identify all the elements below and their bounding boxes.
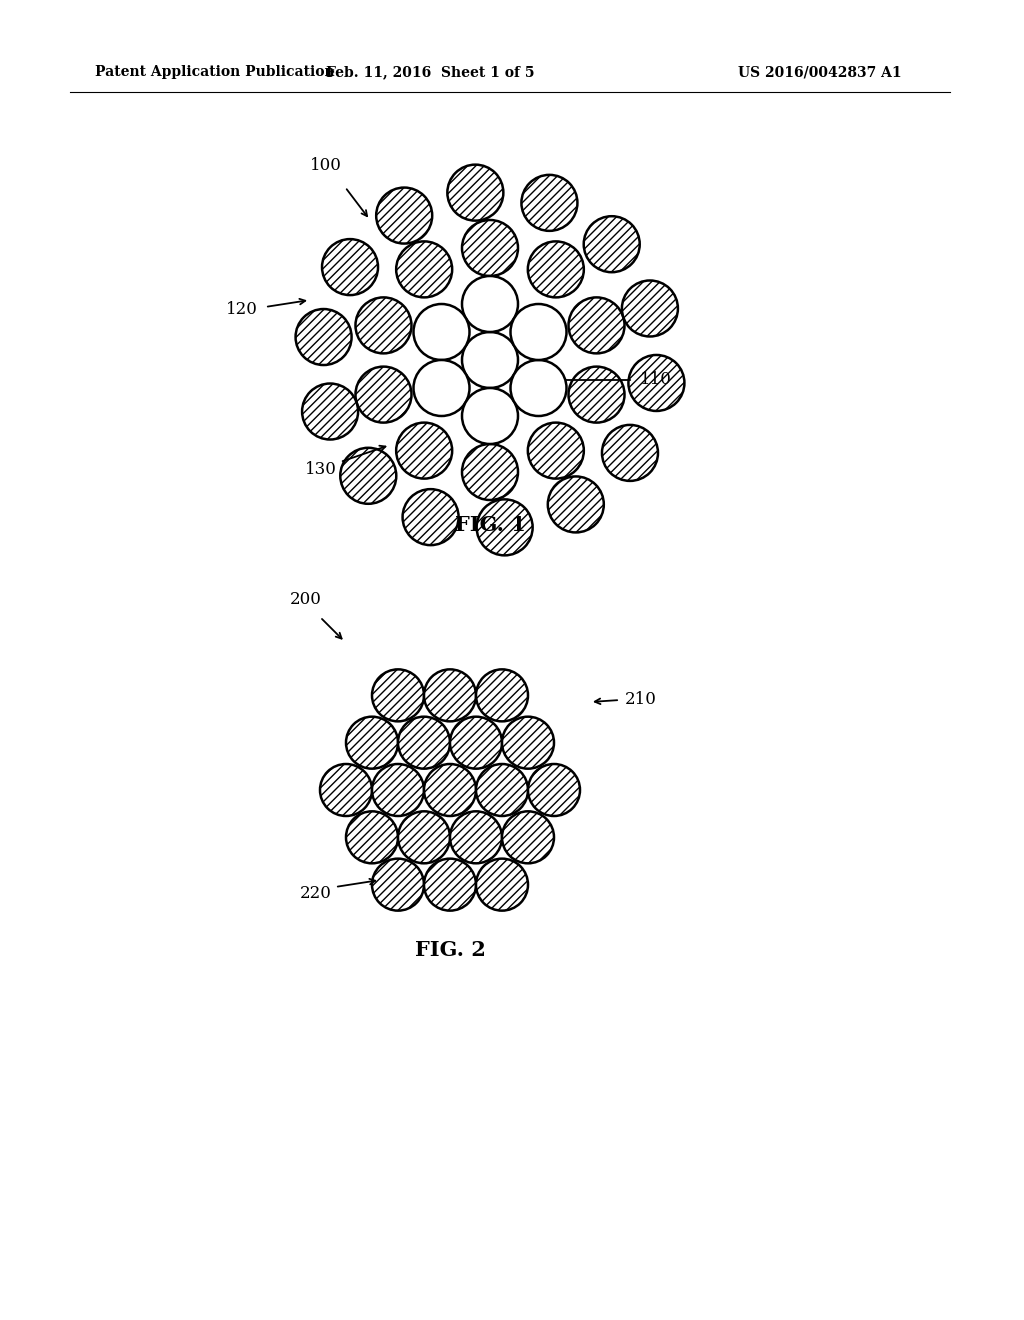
Text: 210: 210	[625, 692, 656, 709]
Circle shape	[462, 333, 518, 388]
Circle shape	[462, 276, 518, 333]
Text: FIG. 2: FIG. 2	[415, 940, 485, 960]
Circle shape	[450, 812, 502, 863]
Circle shape	[302, 384, 358, 440]
Text: 100: 100	[310, 157, 342, 173]
Circle shape	[355, 297, 412, 354]
Circle shape	[476, 858, 528, 911]
Circle shape	[511, 360, 566, 416]
Circle shape	[396, 422, 453, 479]
Circle shape	[584, 216, 640, 272]
Circle shape	[602, 425, 658, 480]
Circle shape	[447, 165, 504, 220]
Circle shape	[511, 304, 566, 360]
Text: Feb. 11, 2016  Sheet 1 of 5: Feb. 11, 2016 Sheet 1 of 5	[326, 65, 535, 79]
Circle shape	[376, 187, 432, 244]
Circle shape	[521, 174, 578, 231]
Text: 120: 120	[226, 301, 258, 318]
Circle shape	[462, 444, 518, 500]
Circle shape	[476, 764, 528, 816]
Text: 200: 200	[290, 591, 322, 609]
Circle shape	[424, 669, 476, 721]
Circle shape	[450, 717, 502, 768]
Text: Patent Application Publication: Patent Application Publication	[95, 65, 335, 79]
Circle shape	[527, 422, 584, 479]
Circle shape	[414, 304, 469, 360]
Circle shape	[424, 764, 476, 816]
Circle shape	[322, 239, 378, 296]
Circle shape	[396, 242, 453, 297]
Text: 220: 220	[300, 884, 332, 902]
Circle shape	[346, 717, 398, 768]
Circle shape	[355, 367, 412, 422]
Circle shape	[346, 812, 398, 863]
Circle shape	[296, 309, 351, 366]
Circle shape	[372, 669, 424, 721]
Circle shape	[528, 764, 580, 816]
Circle shape	[398, 812, 450, 863]
Circle shape	[568, 367, 625, 422]
Circle shape	[398, 717, 450, 768]
Text: 110: 110	[640, 371, 672, 388]
Circle shape	[622, 280, 678, 337]
Circle shape	[568, 297, 625, 354]
Circle shape	[402, 490, 459, 545]
Circle shape	[548, 477, 604, 532]
Circle shape	[462, 220, 518, 276]
Text: 130: 130	[305, 462, 337, 479]
Circle shape	[424, 858, 476, 911]
Circle shape	[372, 858, 424, 911]
Circle shape	[462, 388, 518, 444]
Text: FIG. 1: FIG. 1	[455, 515, 525, 535]
Circle shape	[476, 669, 528, 721]
Circle shape	[527, 242, 584, 297]
Circle shape	[502, 717, 554, 768]
Circle shape	[502, 812, 554, 863]
Circle shape	[340, 447, 396, 504]
Circle shape	[476, 499, 532, 556]
Text: US 2016/0042837 A1: US 2016/0042837 A1	[738, 65, 902, 79]
Circle shape	[414, 360, 469, 416]
Circle shape	[319, 764, 372, 816]
Circle shape	[372, 764, 424, 816]
Circle shape	[629, 355, 684, 411]
